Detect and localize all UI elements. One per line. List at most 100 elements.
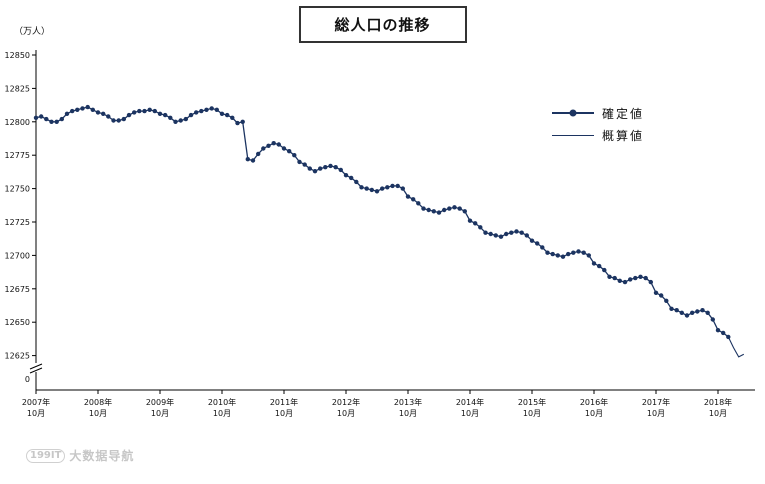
data-point-marker — [710, 317, 715, 322]
data-point-marker — [669, 306, 674, 311]
x-axis-tick-month-label: 10月 — [709, 409, 727, 418]
y-axis-tick-label: 12725 — [5, 218, 30, 227]
data-point-marker — [705, 310, 710, 315]
data-point-marker — [431, 209, 436, 214]
data-point-marker — [529, 238, 535, 243]
data-point-marker — [478, 225, 483, 230]
confirmed-line-dot-marker-icon — [552, 109, 594, 117]
data-point-marker — [390, 183, 395, 189]
population-line-chart: 12850 12825 12800 12775 12750 12725 12700 12675… — [5, 50, 755, 418]
watermark-text: 大数据导航 — [69, 449, 135, 463]
data-point-marker — [106, 114, 111, 119]
data-point-marker — [266, 143, 271, 148]
data-point-marker — [473, 221, 478, 226]
data-point-marker — [690, 310, 695, 315]
data-point-marker — [442, 207, 447, 213]
data-point-marker — [343, 173, 349, 178]
data-point-marker — [194, 110, 199, 115]
data-point-marker — [467, 218, 473, 223]
data-point-marker — [617, 278, 622, 283]
data-point-marker — [70, 108, 75, 114]
data-point-marker — [333, 165, 338, 170]
x-axis-tick-month-label: 10月 — [151, 409, 169, 418]
y-axis-tick-label: 12850 — [5, 51, 30, 60]
data-point-marker — [147, 107, 152, 112]
legend-item-preliminary: 概算値 — [552, 127, 644, 143]
data-point-marker — [54, 119, 59, 125]
data-point-marker — [602, 267, 607, 273]
data-point-marker — [49, 119, 54, 125]
data-point-marker — [700, 308, 705, 313]
data-point-marker — [163, 112, 168, 118]
preliminary-line-marker-icon — [552, 134, 594, 136]
data-point-marker — [519, 230, 524, 235]
data-point-marker — [566, 251, 571, 257]
y-axis-tick-label: 12775 — [5, 151, 30, 160]
x-axis-tick-month-label: 10月 — [275, 409, 293, 418]
data-point-marker — [157, 111, 163, 117]
data-point-marker — [318, 166, 323, 171]
data-point-marker — [245, 157, 250, 162]
data-point-marker — [586, 253, 591, 258]
data-point-marker — [633, 275, 638, 281]
legend-item-confirmed: 確定値 — [552, 105, 644, 121]
data-point-marker — [581, 250, 586, 255]
data-point-marker — [302, 162, 307, 167]
data-point-marker — [648, 279, 653, 285]
data-point-marker — [142, 108, 147, 114]
y-axis-tick-label: 12650 — [5, 318, 30, 327]
data-point-marker — [338, 167, 343, 173]
data-point-marker — [111, 118, 116, 123]
y-axis-tick-label: 12675 — [5, 285, 30, 294]
data-point-marker — [607, 274, 612, 279]
data-point-marker — [75, 107, 80, 112]
data-point-marker — [307, 166, 312, 171]
data-point-marker — [199, 108, 204, 114]
data-point-marker — [214, 107, 219, 112]
data-point-marker — [235, 120, 240, 126]
data-point-marker — [452, 205, 457, 210]
data-point-marker — [230, 115, 235, 121]
data-point-marker — [385, 185, 390, 190]
x-axis-tick-month-label: 10月 — [647, 409, 665, 418]
data-point-marker — [395, 183, 400, 189]
data-point-marker — [622, 279, 628, 285]
data-point-marker — [659, 293, 664, 298]
data-point-marker — [168, 115, 173, 121]
data-point-marker — [540, 245, 545, 250]
data-point-marker — [380, 186, 385, 191]
x-axis-tick-year-label: 2014年 — [456, 397, 484, 407]
preliminary-series-line — [727, 336, 745, 358]
data-point-marker — [715, 328, 721, 333]
data-point-marker — [447, 206, 452, 211]
data-point-marker — [426, 207, 431, 213]
axis-break-gap — [32, 363, 40, 372]
data-point-marker — [256, 151, 261, 157]
y-axis-unit-label: （万人） — [14, 27, 51, 37]
data-point-marker — [509, 230, 514, 235]
data-point-marker — [126, 112, 132, 118]
data-point-marker — [524, 233, 529, 238]
data-point-marker — [44, 116, 49, 122]
y-axis-tick-label: 12625 — [5, 352, 30, 361]
data-point-marker — [209, 106, 214, 111]
data-point-marker — [276, 142, 281, 147]
legend: 確定値 概算値 — [552, 105, 644, 143]
data-point-marker — [219, 111, 225, 117]
data-point-marker — [281, 146, 287, 151]
data-point-marker — [560, 254, 566, 259]
data-point-marker — [674, 308, 679, 313]
axis-break-mark — [29, 367, 43, 374]
data-point-marker — [643, 275, 648, 281]
legend-label-preliminary: 概算値 — [602, 128, 645, 143]
data-point-marker — [498, 234, 504, 239]
watermark: 199IT 大数据导航 — [26, 447, 134, 464]
x-axis-tick-month-label: 10月 — [461, 409, 479, 418]
y-axis-zero-label: 0 — [25, 375, 30, 384]
data-point-marker — [514, 229, 519, 234]
chart-title: 総人口の推移 — [298, 6, 467, 43]
data-point-marker — [64, 111, 70, 117]
data-point-marker — [292, 153, 297, 158]
data-point-marker — [137, 108, 142, 114]
data-point-marker — [504, 231, 509, 237]
